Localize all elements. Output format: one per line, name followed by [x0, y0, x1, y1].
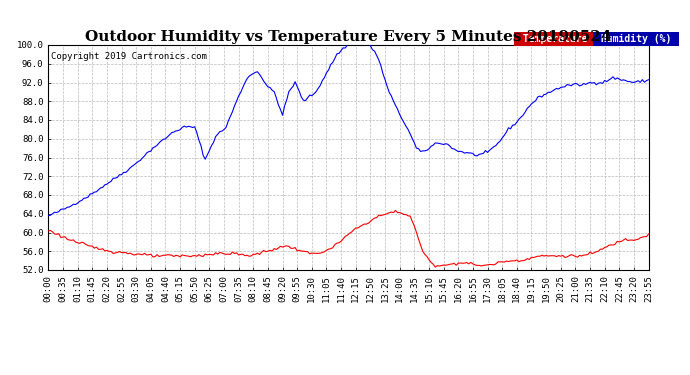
- Text: Copyright 2019 Cartronics.com: Copyright 2019 Cartronics.com: [51, 52, 207, 61]
- Title: Outdoor Humidity vs Temperature Every 5 Minutes 20190524: Outdoor Humidity vs Temperature Every 5 …: [86, 30, 611, 44]
- Text: Humidity (%): Humidity (%): [595, 34, 677, 44]
- Text: Temperature (°F): Temperature (°F): [517, 34, 622, 44]
